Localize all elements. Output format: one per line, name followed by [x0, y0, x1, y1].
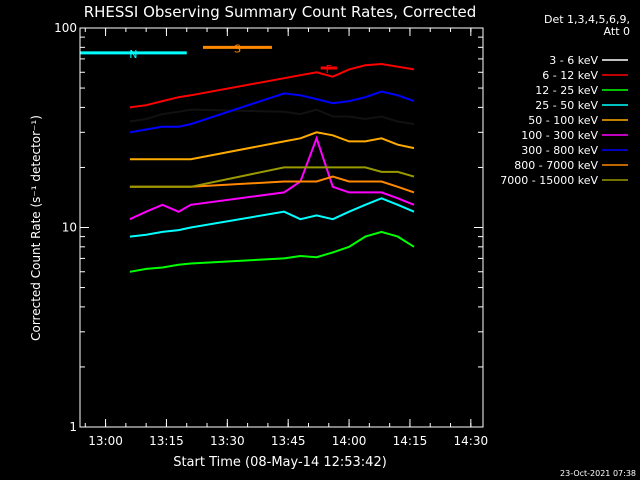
series-line	[129, 131, 415, 161]
legend: 3 - 6 keV 6 - 12 keV 12 - 25 keV 25 - 50 ke…	[500, 13, 630, 187]
x-axis: 13:00 13:15 13:30 13:45 14:00 14:15 14:30	[84, 28, 489, 448]
x-axis-label: Start Time (08-May-14 12:53:42)	[173, 455, 387, 470]
flag-label: S	[234, 42, 241, 55]
chart-title: RHESSI Observing Summary Count Rates, Co…	[84, 3, 477, 21]
y-axis-label: Corrected Count Rate (s⁻¹ detector⁻¹)	[29, 115, 43, 341]
legend-label: 12 - 25 keV	[535, 84, 598, 97]
legend-label: 300 - 800 keV	[521, 144, 598, 157]
legend-label: 100 - 300 keV	[521, 129, 598, 142]
x-tick-label: 13:15	[149, 434, 184, 448]
legend-label: 7000 - 15000 keV	[500, 174, 598, 187]
legend-label: 6 - 12 keV	[542, 69, 598, 82]
series-line	[129, 230, 415, 273]
y-tick-label: 100	[54, 21, 77, 35]
x-tick-label: 14:15	[393, 434, 428, 448]
flag-label: N	[129, 48, 137, 61]
y-axis: 1 10 100	[54, 21, 483, 434]
legend-header: Det 1,3,4,5,6,9,	[544, 13, 630, 26]
legend-label: 50 - 100 keV	[528, 114, 598, 127]
series-line	[129, 166, 415, 188]
legend-header: Att 0	[604, 25, 630, 38]
y-tick-label: 1	[69, 420, 77, 434]
legend-label: 25 - 50 keV	[535, 99, 598, 112]
series-line	[129, 108, 415, 126]
timestamp: 23-Oct-2021 07:38	[560, 469, 636, 478]
flag-label: F	[326, 63, 332, 76]
legend-label: 800 - 7000 keV	[514, 159, 598, 172]
series-line	[129, 135, 415, 221]
y-tick-label: 10	[62, 221, 77, 235]
series-line	[129, 197, 415, 238]
x-tick-label: 13:30	[210, 434, 245, 448]
x-tick-label: 14:00	[332, 434, 367, 448]
x-tick-label: 14:30	[454, 434, 489, 448]
plot-area: N S F	[80, 42, 415, 273]
series-line	[129, 62, 415, 109]
x-tick-label: 13:00	[88, 434, 123, 448]
x-tick-label: 13:45	[271, 434, 306, 448]
legend-label: 3 - 6 keV	[549, 54, 598, 67]
series-line	[129, 90, 415, 134]
